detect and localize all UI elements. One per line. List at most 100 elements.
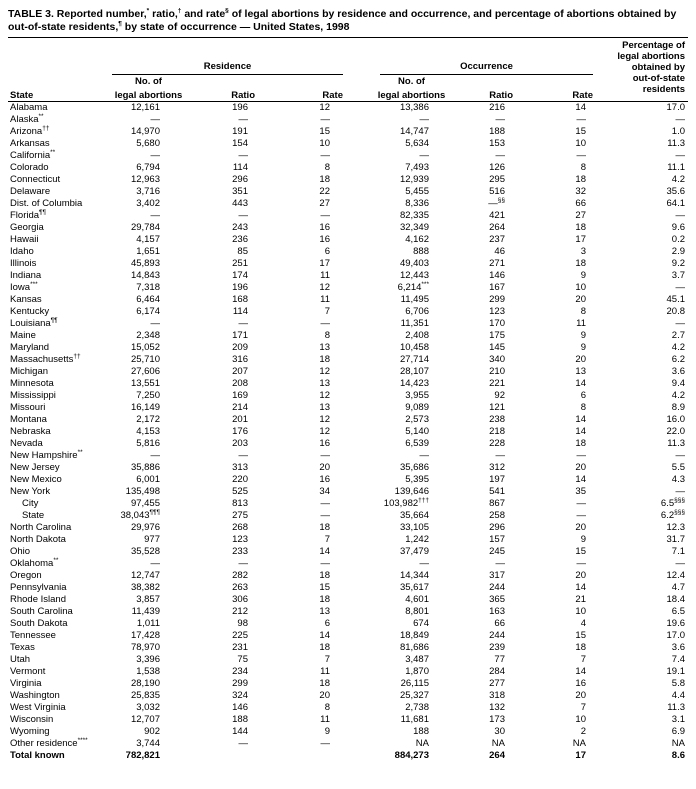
occurrence-no-of-label: No. of bbox=[398, 75, 425, 87]
value-cell: 92 bbox=[494, 390, 505, 401]
value-cell: 3.6 bbox=[671, 366, 685, 377]
value-cell: 0.2 bbox=[671, 234, 685, 245]
value-cell: 114 bbox=[232, 162, 248, 173]
state-name-cell: Washington bbox=[10, 690, 60, 701]
value-cell: 25,710 bbox=[130, 354, 160, 365]
value-cell: 5,816 bbox=[136, 438, 160, 449]
value-cell: 312 bbox=[489, 462, 505, 473]
value-cell: 6,174 bbox=[136, 306, 160, 317]
value-cell: 13 bbox=[575, 366, 586, 377]
table-row: Montana 2,172 201 12 2,573 238 14 16.0 bbox=[8, 414, 688, 426]
value-cell: 20.8 bbox=[666, 306, 686, 317]
table-row: Arizona†† 14,970 191 15 14,747 188 15 1.0 bbox=[8, 125, 688, 138]
value-cell: 20 bbox=[575, 570, 586, 581]
value-cell: 14 bbox=[575, 378, 586, 389]
state-name-cell: Kentucky bbox=[10, 306, 50, 317]
value-cell: 201 bbox=[232, 414, 248, 425]
value-cell: 7 bbox=[324, 534, 330, 545]
value-cell: — bbox=[675, 450, 686, 461]
value-cell: 17,428 bbox=[130, 630, 160, 641]
value-cell: 20 bbox=[319, 690, 330, 701]
value-cell: 8.6 bbox=[671, 750, 685, 761]
value-cell: — bbox=[675, 558, 686, 569]
value-cell: 244 bbox=[489, 582, 505, 593]
value-cell: 243 bbox=[232, 222, 248, 233]
no-of-header-row: No. of No. of bbox=[8, 75, 688, 87]
value-cell: — bbox=[320, 498, 331, 509]
value-cell: 313 bbox=[232, 462, 248, 473]
value-cell: 12 bbox=[319, 426, 330, 437]
value-cell: 15 bbox=[319, 126, 330, 137]
value-cell: 20 bbox=[319, 462, 330, 473]
value-cell: 8 bbox=[580, 162, 586, 173]
value-cell: 8.9 bbox=[671, 402, 685, 413]
value-cell: 209 bbox=[232, 342, 248, 353]
value-cell: 3,032 bbox=[136, 702, 160, 713]
value-cell: 12.3 bbox=[666, 522, 686, 533]
value-cell: 3,396 bbox=[136, 654, 160, 665]
value-cell: 22 bbox=[319, 186, 330, 197]
value-cell: 1.0 bbox=[671, 126, 685, 137]
table-row: Colorado 6,794 114 8 7,493 126 8 11.1 bbox=[8, 162, 688, 174]
value-cell: — bbox=[419, 150, 430, 161]
value-cell: 208 bbox=[232, 378, 248, 389]
value-cell: 14 bbox=[319, 630, 330, 641]
value-cell: 12,939 bbox=[399, 174, 429, 185]
value-cell: 3,857 bbox=[136, 594, 160, 605]
value-cell: 153 bbox=[489, 138, 505, 149]
state-name-cell: South Dakota bbox=[10, 618, 68, 629]
value-cell: 7.1 bbox=[671, 546, 685, 557]
value-cell: 4.2 bbox=[671, 174, 685, 185]
value-cell: 10 bbox=[575, 606, 586, 617]
value-cell: 12 bbox=[319, 390, 330, 401]
value-cell: 1,242 bbox=[405, 534, 429, 545]
value-cell: 27 bbox=[319, 198, 330, 209]
value-cell: 103,982††† bbox=[383, 496, 429, 509]
value-cell: 45,893 bbox=[130, 258, 160, 269]
percentage-header-lines: Percentage of legal abortions obtained by o… bbox=[617, 40, 685, 95]
value-cell: 18 bbox=[319, 678, 330, 689]
value-cell: 14 bbox=[575, 102, 586, 113]
value-cell: — bbox=[675, 210, 686, 221]
value-cell: 8 bbox=[324, 162, 330, 173]
value-cell: 299 bbox=[232, 678, 248, 689]
value-cell: 888 bbox=[413, 246, 429, 257]
value-cell: 2,738 bbox=[405, 702, 429, 713]
value-cell: 20 bbox=[575, 462, 586, 473]
value-cell: 175 bbox=[489, 330, 505, 341]
value-cell: 12,963 bbox=[130, 174, 160, 185]
value-cell: 6.5 bbox=[671, 606, 685, 617]
value-cell: 3,402 bbox=[136, 198, 160, 209]
value-cell: 7,250 bbox=[136, 390, 160, 401]
value-cell: 228 bbox=[489, 438, 505, 449]
value-cell: 20 bbox=[575, 294, 586, 305]
value-cell: — bbox=[238, 450, 249, 461]
value-cell: 216 bbox=[489, 102, 505, 113]
value-cell: 14 bbox=[575, 426, 586, 437]
value-cell: 14,423 bbox=[399, 378, 429, 389]
value-cell: — bbox=[675, 486, 686, 497]
value-cell: 351 bbox=[232, 186, 248, 197]
value-cell: 157 bbox=[489, 534, 505, 545]
value-cell: 443 bbox=[232, 198, 248, 209]
value-cell: 275 bbox=[232, 510, 248, 521]
state-name-cell: South Carolina bbox=[10, 606, 73, 617]
value-cell: 27 bbox=[575, 210, 586, 221]
table-row: Kansas 6,464 168 11 11,495 299 20 45.1 bbox=[8, 294, 688, 306]
table-row: Rhode Island 3,857 306 18 4,601 365 21 18.4 bbox=[8, 594, 688, 606]
value-cell: 21 bbox=[575, 594, 586, 605]
table-row: Washington 25,835 324 20 25,327 318 20 4.4 bbox=[8, 690, 688, 702]
value-cell: 10 bbox=[319, 138, 330, 149]
value-cell: — bbox=[320, 558, 331, 569]
value-cell: 18.4 bbox=[666, 594, 686, 605]
state-name-cell: Delaware bbox=[10, 186, 51, 197]
value-cell: — bbox=[419, 450, 430, 461]
value-cell: 9 bbox=[324, 726, 330, 737]
value-cell: 10 bbox=[575, 714, 586, 725]
value-cell: 210 bbox=[489, 366, 505, 377]
value-cell: 220 bbox=[232, 474, 248, 485]
value-cell: 18 bbox=[575, 222, 586, 233]
value-cell: 13 bbox=[319, 402, 330, 413]
table-row: Tennessee 17,428 225 14 18,849 244 15 17.0 bbox=[8, 630, 688, 642]
value-cell: 251 bbox=[232, 258, 248, 269]
